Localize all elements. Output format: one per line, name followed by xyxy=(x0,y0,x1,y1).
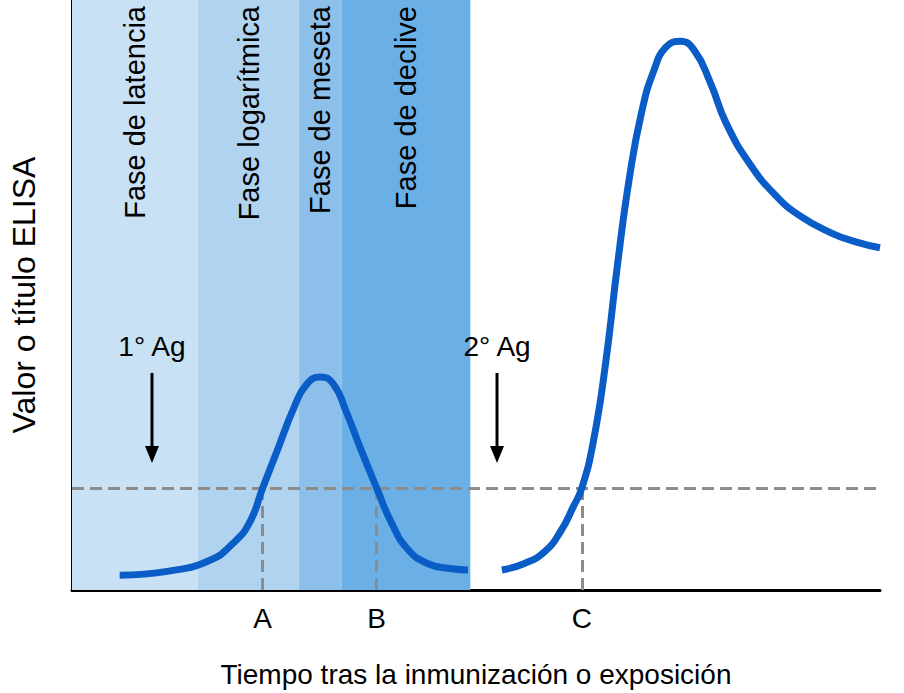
svg-text:A: A xyxy=(253,603,272,634)
svg-text:Tiempo tras la inmunización o: Tiempo tras la inmunización o exposición xyxy=(221,659,732,690)
svg-text:Valor o título ELISA: Valor o título ELISA xyxy=(6,156,42,434)
svg-text:Fase de latencia: Fase de latencia xyxy=(119,5,151,219)
svg-text:2° Ag: 2° Ag xyxy=(463,331,530,362)
svg-text:Fase de meseta: Fase de meseta xyxy=(304,5,336,214)
svg-text:Fase logarítmica: Fase logarítmica xyxy=(233,5,265,220)
svg-text:C: C xyxy=(572,603,592,634)
svg-text:B: B xyxy=(367,603,386,634)
svg-text:1° Ag: 1° Ag xyxy=(118,331,185,362)
svg-text:Fase de declive: Fase de declive xyxy=(390,6,422,209)
